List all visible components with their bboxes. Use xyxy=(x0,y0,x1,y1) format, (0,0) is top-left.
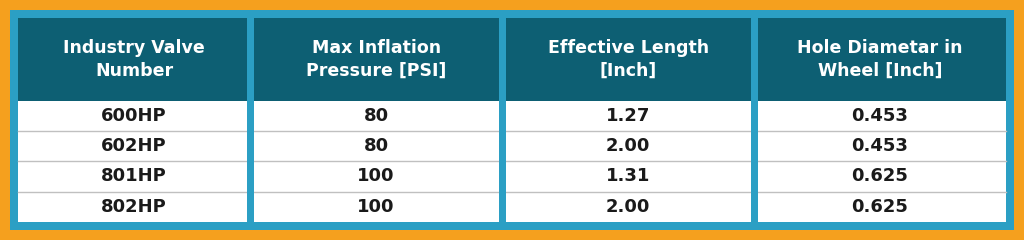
Text: 0.453: 0.453 xyxy=(852,137,908,155)
Text: 0.625: 0.625 xyxy=(852,198,908,216)
Text: 2.00: 2.00 xyxy=(606,137,650,155)
Text: Effective Length
[Inch]: Effective Length [Inch] xyxy=(548,39,709,80)
Text: Hole Diametar in
Wheel [Inch]: Hole Diametar in Wheel [Inch] xyxy=(798,39,963,80)
Text: 2.00: 2.00 xyxy=(606,198,650,216)
Text: Industry Valve
Number: Industry Valve Number xyxy=(63,39,205,80)
Text: 80: 80 xyxy=(364,137,389,155)
Bar xyxy=(18,161,1006,192)
Text: 80: 80 xyxy=(364,107,389,125)
Text: Max Inflation
Pressure [PSI]: Max Inflation Pressure [PSI] xyxy=(306,39,446,80)
Text: 100: 100 xyxy=(357,198,395,216)
Bar xyxy=(499,18,506,222)
Bar xyxy=(18,101,1006,131)
Text: 802HP: 802HP xyxy=(101,198,167,216)
Text: 1.27: 1.27 xyxy=(606,107,650,125)
Bar xyxy=(18,18,1006,101)
Text: 0.625: 0.625 xyxy=(852,168,908,186)
Bar xyxy=(247,18,254,222)
Text: 600HP: 600HP xyxy=(101,107,167,125)
Bar xyxy=(18,192,1006,222)
Text: 100: 100 xyxy=(357,168,395,186)
Text: 602HP: 602HP xyxy=(101,137,167,155)
Text: 0.453: 0.453 xyxy=(852,107,908,125)
Text: 1.31: 1.31 xyxy=(606,168,650,186)
Bar xyxy=(751,18,758,222)
Text: 801HP: 801HP xyxy=(101,168,167,186)
Bar xyxy=(18,131,1006,161)
